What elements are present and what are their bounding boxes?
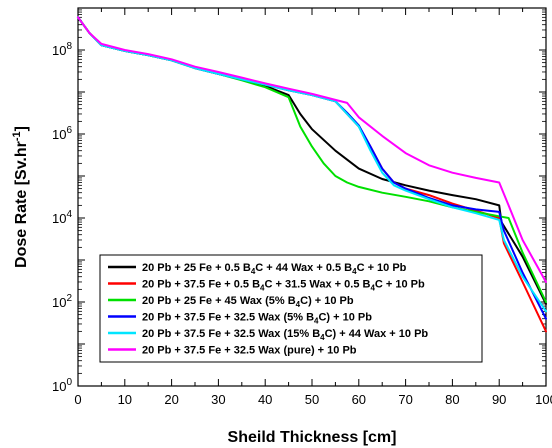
legend-label-part: 20 Pb + 37.5 Fe + 32.5 Wax (15% B (142, 328, 320, 340)
legend-label-part: 4 (260, 284, 265, 293)
legend-label: 20 Pb + 25 Fe + 0.5 B4C + 44 Wax + 0.5 B… (142, 262, 407, 276)
legend-label-part: C + 10 Pb (375, 279, 425, 291)
legend-label-part: 20 Pb + 37.5 Fe + 32.5 Wax (5% B (142, 312, 314, 324)
y-tick-label-exponent: 4 (66, 209, 72, 220)
legend-label-part: C) + 44 Wax + 10 Pb (325, 328, 429, 340)
x-tick-label: 40 (258, 392, 272, 407)
y-tick-label-exponent: 6 (66, 125, 72, 136)
legend-label-part: 20 Pb + 25 Fe + 45 Wax (5% B (142, 295, 296, 307)
x-tick-label: 60 (352, 392, 366, 407)
legend-label-part: 4 (296, 300, 301, 309)
y-tick-label-base: 10 (52, 127, 66, 142)
legend-label-part: C) + 10 Pb (300, 295, 354, 307)
series-layer (77, 16, 547, 333)
x-tick-label: 20 (164, 392, 178, 407)
legend-label-part: C + 44 Wax + 0.5 B (255, 262, 352, 274)
y-tick-label: 100 (52, 377, 72, 394)
legend-label: 20 Pb + 25 Fe + 45 Wax (5% B4C) + 10 Pb (142, 295, 354, 309)
legend-label-part: 4 (370, 284, 375, 293)
series-line-5 (77, 16, 547, 313)
legend-box (99, 254, 483, 363)
y-axis-title-tail: ] (13, 126, 30, 131)
x-axis-title: Sheild Thickness [cm] (228, 429, 397, 446)
y-tick-label: 102 (52, 293, 72, 310)
legend-label: 20 Pb + 37.5 Fe + 32.5 Wax (5% B4C) + 10… (142, 312, 372, 326)
legend-label-part: C) + 10 Pb (318, 312, 372, 324)
y-axis-title-main: Dose Rate [Sv.hr (13, 141, 30, 268)
y-axis-title-superscript: -1 (11, 131, 23, 141)
y-tick-label-base: 10 (52, 211, 66, 226)
legend-label: 20 Pb + 37.5 Fe + 0.5 B4C + 31.5 Wax + 0… (142, 279, 425, 293)
legend-label-part: 20 Pb + 37.5 Fe + 32.5 Wax (pure) + 10 P… (142, 345, 357, 357)
x-tick-label: 50 (305, 392, 319, 407)
y-tick-label-exponent: 0 (66, 377, 72, 388)
x-tick-label: 10 (118, 392, 132, 407)
x-tick-label: 90 (492, 392, 506, 407)
x-tick-label: 70 (398, 392, 412, 407)
y-tick-label: 106 (52, 125, 72, 142)
y-tick-label-base: 10 (52, 295, 66, 310)
legend-label-part: 4 (352, 267, 357, 276)
y-tick-label-exponent: 8 (66, 41, 72, 52)
x-tick-label: 30 (211, 392, 225, 407)
y-tick-label-exponent: 2 (66, 293, 72, 304)
legend-label-part: C + 10 Pb (357, 262, 407, 274)
y-tick-label: 108 (52, 41, 72, 58)
legend-label: 20 Pb + 37.5 Fe + 32.5 Wax (15% B4C) + 4… (142, 328, 428, 342)
y-axis-title: Dose Rate [Sv.hr-1] (11, 126, 30, 268)
legend-label-part: 20 Pb + 37.5 Fe + 0.5 B (142, 279, 260, 291)
legend: 20 Pb + 25 Fe + 0.5 B4C + 44 Wax + 0.5 B… (99, 254, 483, 363)
x-tick-label: 80 (445, 392, 459, 407)
legend-label-part: C + 31.5 Wax + 0.5 B (264, 279, 370, 291)
y-tick-label-base: 10 (52, 43, 66, 58)
legend-label-part: 4 (314, 317, 319, 326)
y-tick-label: 104 (52, 209, 72, 226)
legend-label-part: 20 Pb + 25 Fe + 0.5 B (142, 262, 251, 274)
x-tick-label: 0 (74, 392, 81, 407)
tick-layer: 0102030405060708090100100102104106108 (52, 7, 552, 407)
series-line-6 (77, 16, 547, 283)
legend-label-part: 4 (251, 267, 256, 276)
y-tick-label-base: 10 (52, 379, 66, 394)
x-tick-label: 100 (535, 392, 552, 407)
legend-label-part: 4 (320, 333, 325, 342)
legend-label: 20 Pb + 37.5 Fe + 32.5 Wax (pure) + 10 P… (142, 345, 357, 357)
